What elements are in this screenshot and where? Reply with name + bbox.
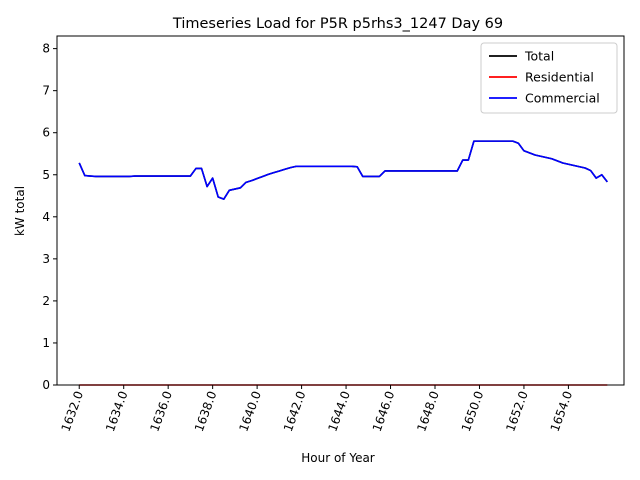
y-tick-label: 2 (42, 294, 50, 308)
x-tick-label: 1646.0 (370, 389, 398, 433)
x-tick-label: 1640.0 (236, 389, 264, 433)
x-tick-label: 1636.0 (147, 389, 175, 433)
x-axis-label: Hour of Year (301, 451, 375, 465)
axes-frame (56, 35, 625, 386)
plot-area (78, 140, 608, 386)
x-tick-label: 1652.0 (503, 389, 531, 433)
series-line-total (78, 140, 608, 200)
y-tick-label: 5 (42, 168, 50, 182)
legend-entry-residential: Residential (525, 70, 594, 85)
y-tick-label: 8 (42, 42, 50, 56)
y-tick-label: 1 (42, 336, 50, 350)
legend-entry-commercial: Commercial (525, 91, 600, 106)
legend: Total Residential Commercial (480, 42, 618, 114)
y-tick-label: 4 (42, 210, 50, 224)
x-tick-label: 1634.0 (103, 389, 131, 433)
y-axis: 0 1 2 3 4 5 6 7 8 (42, 42, 57, 392)
y-tick-label: 3 (42, 252, 50, 266)
y-tick-label: 0 (42, 378, 50, 392)
x-tick-label: 1644.0 (325, 389, 353, 433)
x-tick-label: 1650.0 (459, 389, 487, 433)
y-axis-label: kW total (13, 186, 27, 236)
y-tick-label: 6 (42, 126, 50, 140)
x-tick-label: 1654.0 (548, 389, 576, 433)
x-tick-label: 1642.0 (281, 389, 309, 433)
legend-entry-total: Total (524, 49, 554, 64)
legend-box (480, 42, 618, 114)
y-tick-label: 7 (42, 84, 50, 98)
x-axis: 1632.0 1634.0 1636.0 1638.0 1640.0 1642.0 1644… (59, 385, 576, 433)
x-tick-label: 1638.0 (192, 389, 220, 433)
series-line-commercial (78, 140, 608, 200)
x-tick-label: 1632.0 (59, 389, 87, 433)
x-tick-label: 1648.0 (414, 389, 442, 433)
chart-title: Timeseries Load for P5R p5rhs3_1247 Day … (172, 16, 503, 32)
